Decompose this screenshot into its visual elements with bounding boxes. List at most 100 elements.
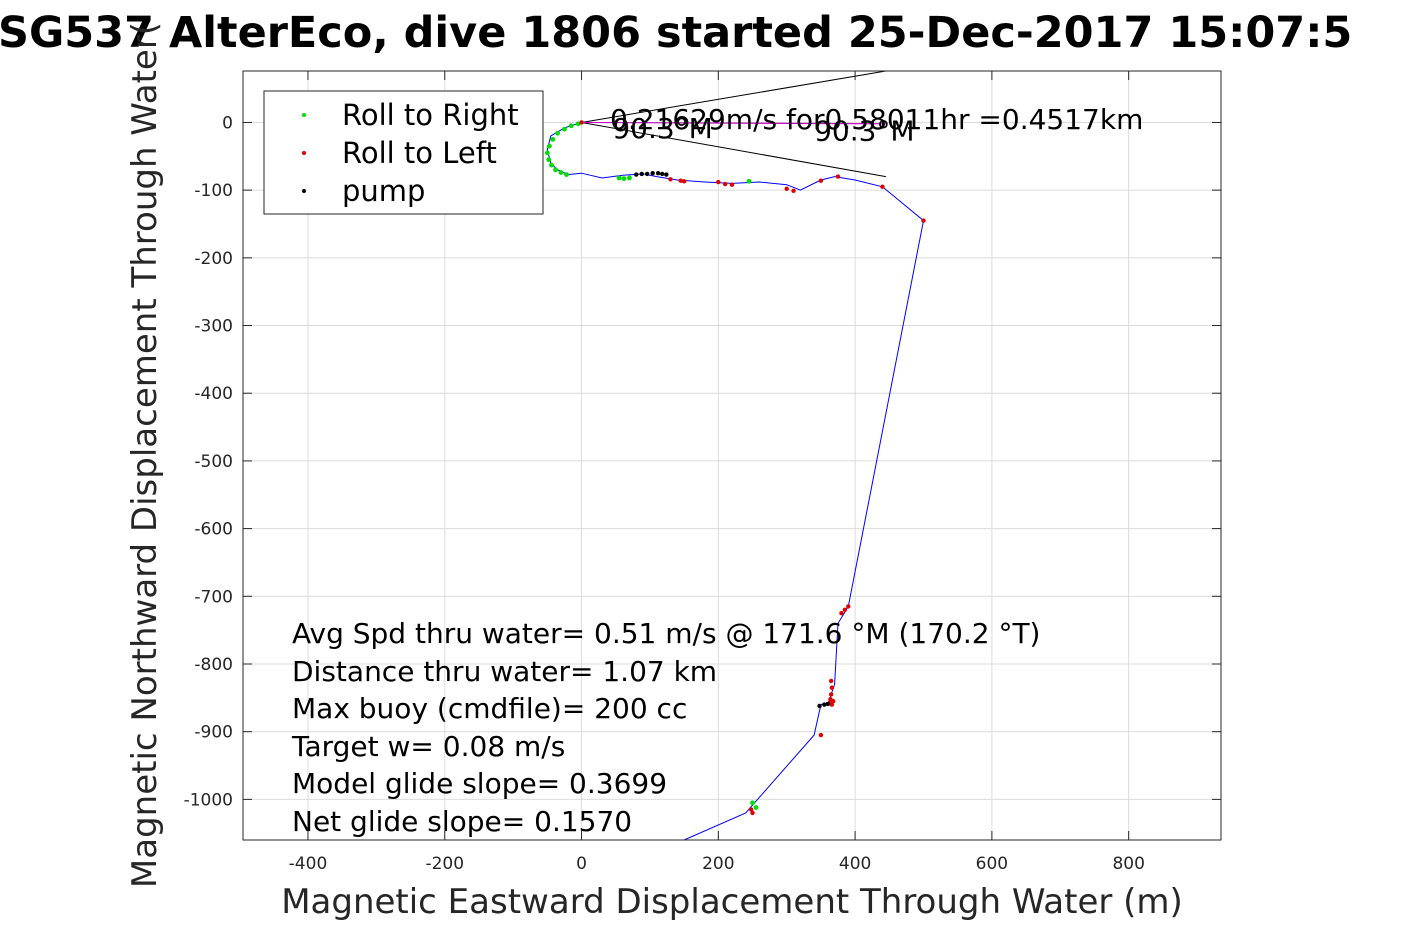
roll-right-point — [546, 143, 552, 149]
roll-left-point — [681, 179, 687, 184]
roll-left-point — [880, 184, 885, 189]
roll-right-point — [550, 136, 556, 142]
roll-left-point — [829, 685, 835, 690]
heading-line — [581, 71, 886, 123]
roll-right-point — [753, 805, 759, 810]
roll-left-point — [829, 702, 835, 707]
y-tick-label: -300 — [194, 317, 233, 337]
legend-label-roll-right: Roll to Right — [342, 98, 519, 132]
roll-left-point — [842, 607, 848, 613]
roll-left-point — [828, 678, 834, 684]
roll-right-point — [750, 800, 755, 806]
pump-point — [664, 172, 669, 177]
roll-right-point — [558, 170, 564, 175]
pump-point — [644, 171, 650, 177]
pump-point — [822, 702, 827, 707]
pump-point — [655, 171, 661, 176]
y-axis-label: Magnetic Northward Displacement Through … — [125, 22, 165, 888]
stat-net-glide: Net glide slope= 0.1570 — [292, 805, 632, 838]
roll-left-point — [750, 810, 755, 816]
y-tick-label: -200 — [194, 249, 233, 269]
heading-label: 90.3°M — [814, 115, 915, 148]
y-tick-label: -700 — [194, 587, 233, 607]
y-tick-label: -1000 — [184, 790, 233, 810]
roll-right-point — [549, 162, 554, 168]
pump-point — [817, 703, 822, 709]
data-layer — [544, 71, 926, 840]
plot-frame — [242, 70, 1222, 841]
legend-marker-roll-left — [302, 151, 306, 155]
roll-right-point — [555, 130, 561, 136]
roll-left-point — [668, 177, 673, 182]
roll-left-point — [818, 732, 824, 738]
roll-right-point — [562, 126, 567, 132]
roll-left-point — [846, 604, 851, 609]
ticks — [243, 71, 1221, 840]
roll-left-point — [722, 181, 728, 187]
pump-point — [825, 701, 830, 707]
x-axis-label: Magnetic Eastward Displacement Through W… — [281, 882, 1183, 922]
roll-right-point — [546, 157, 552, 163]
legend-label-pump: pump — [342, 174, 425, 208]
roll-right-point — [746, 178, 752, 184]
roll-left-point — [729, 182, 735, 187]
roll-left-point — [748, 807, 754, 812]
legend-marker-pump — [302, 189, 306, 193]
y-tick-label: -400 — [194, 384, 233, 404]
current-vector — [581, 121, 886, 125]
stat-distance: Distance thru water= 1.07 km — [292, 655, 717, 688]
roll-left-point — [835, 174, 841, 179]
x-tick-label: -200 — [425, 854, 464, 874]
current-label: 0.21629m/s for0.58011hr =0.4517km — [610, 103, 1143, 136]
roll-left-point — [828, 692, 834, 697]
x-tick-labels: -400 -200 0 200 400 600 800 — [289, 854, 1145, 874]
y-tick-label: -500 — [194, 452, 233, 472]
roll-right-point — [564, 172, 569, 177]
roll-left-point — [579, 120, 584, 125]
y-tick-label: 0 — [222, 113, 233, 133]
pump-point — [639, 171, 644, 177]
roll-left-point — [839, 611, 844, 616]
legend-label-roll-left: Roll to Left — [342, 136, 497, 170]
x-tick-label: 400 — [839, 854, 871, 874]
roll-left-point — [921, 218, 926, 223]
y-tick-label: -900 — [194, 723, 233, 743]
chart-title: SG537 AlterEco, dive 1806 started 25-Dec… — [0, 8, 1352, 58]
legend-marker-roll-right — [302, 113, 306, 117]
heading-line — [581, 121, 886, 178]
pump-point — [660, 171, 665, 177]
heading-label: 90.3°M — [612, 112, 713, 145]
roll-right-point — [627, 175, 632, 181]
x-tick-label: 800 — [1112, 854, 1144, 874]
roll-right-point — [621, 176, 627, 182]
y-tick-label: -800 — [194, 655, 233, 675]
roll-right-point — [575, 121, 581, 127]
annotations: 0.21629m/s for0.58011hr =0.4517km 90.3°M… — [610, 103, 1143, 148]
roll-left-point — [678, 178, 683, 183]
x-tick-label: 0 — [576, 854, 587, 874]
legend-box — [263, 90, 544, 215]
stat-target-w: Target w= 0.08 m/s — [291, 730, 565, 763]
x-tick-label: 600 — [976, 854, 1008, 874]
x-tick-label: 200 — [702, 854, 734, 874]
stat-model-glide: Model glide slope= 0.3699 — [292, 767, 667, 800]
legend: Roll to Right Roll to Left pump — [263, 90, 544, 215]
roll-left-point — [818, 178, 824, 183]
roll-right-point — [568, 123, 574, 129]
y-tick-label: -600 — [194, 520, 233, 540]
stats-block: Avg Spd thru water= 0.51 m/s @ 171.6 °M … — [291, 617, 1040, 838]
roll-left-point — [716, 179, 721, 185]
track-line — [546, 121, 925, 840]
roll-right-point — [544, 150, 550, 156]
roll-left-point — [784, 186, 789, 191]
roll-left-point — [791, 188, 796, 194]
y-tick-labels: 0 -100 -200 -300 -400 -500 -600 -700 -800 -900 -10… — [184, 113, 233, 810]
stat-max-buoy: Max buoy (cmdfile)= 200 cc — [292, 692, 687, 725]
pump-point — [650, 171, 655, 176]
roll-right-point — [553, 167, 558, 173]
roll-right-point — [616, 175, 622, 181]
x-tick-label: -400 — [289, 854, 328, 874]
stat-avg-speed: Avg Spd thru water= 0.51 m/s @ 171.6 °M … — [292, 617, 1040, 650]
y-tick-label: -100 — [194, 181, 233, 201]
